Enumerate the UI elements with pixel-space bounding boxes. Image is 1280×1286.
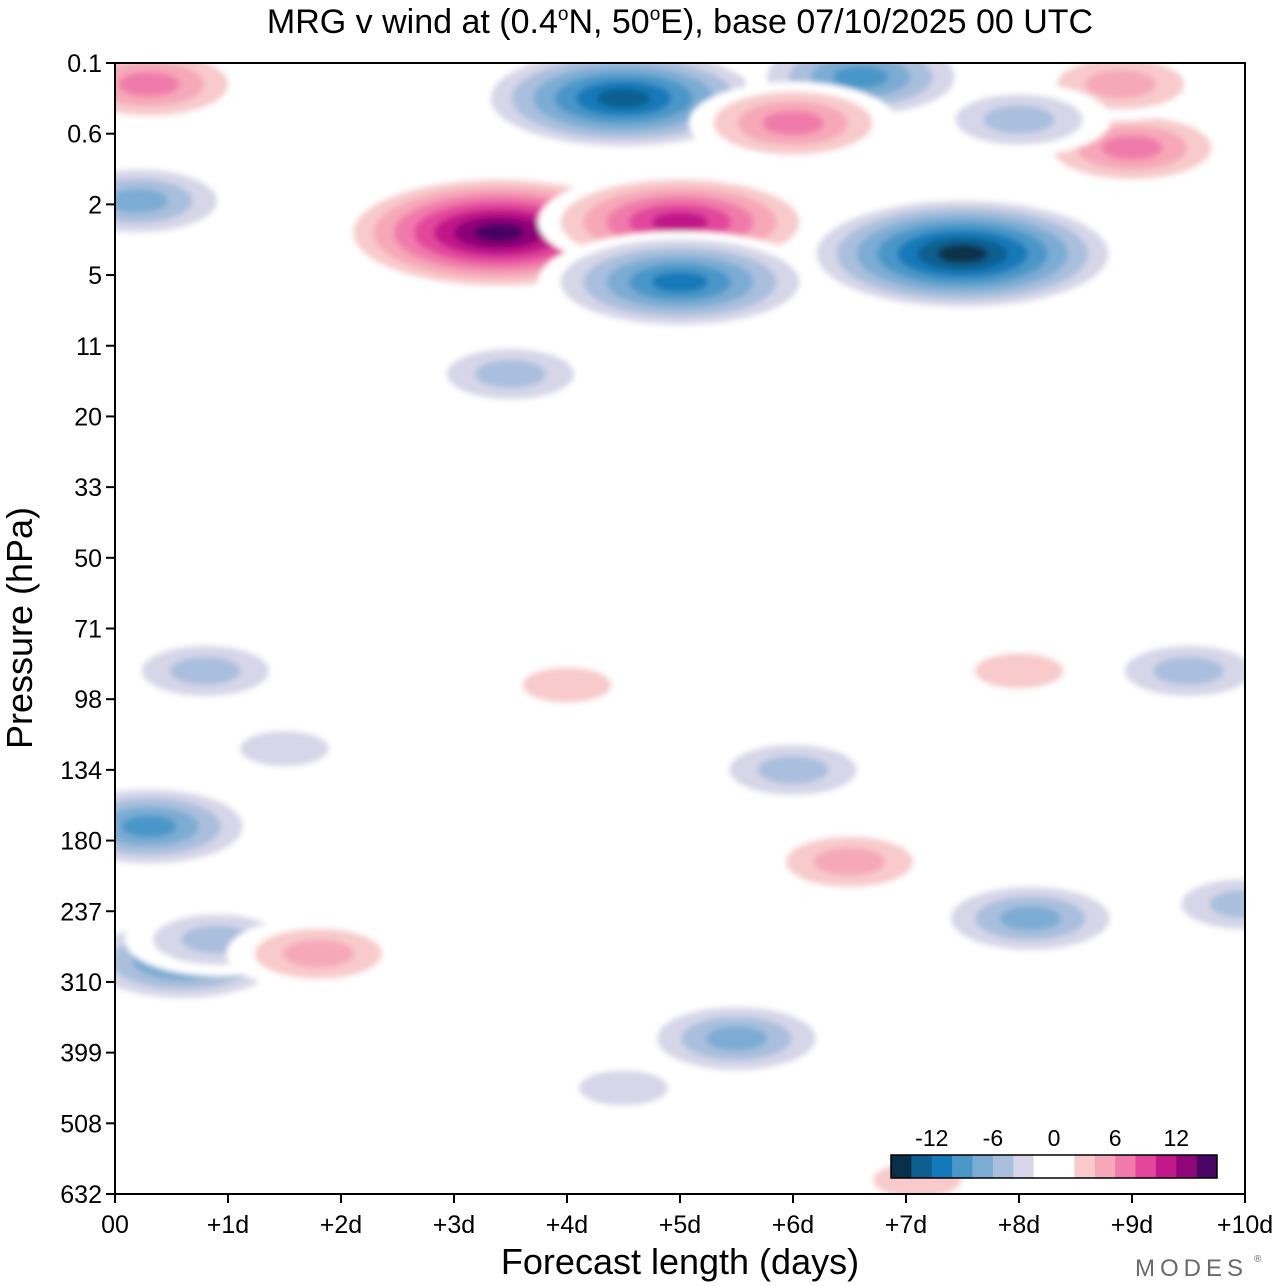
chart-title: MRG v wind at (0.4oN, 50oE), base 07/10/…: [267, 3, 1093, 41]
colorbar-swatch: [1094, 1155, 1116, 1178]
y-tick-label: 2: [88, 191, 102, 219]
colorbar-swatch: [1196, 1155, 1218, 1178]
contour-feature-6: [115, 63, 253, 126]
contour-feature-12: [418, 337, 603, 411]
y-tick-label: 0.6: [67, 121, 102, 149]
colorbar-tick-label: -6: [983, 1125, 1003, 1151]
x-axis: 00 +1d +2d +3d +4d +5d +6d +7d +8d +9d +10d: [101, 1194, 1273, 1239]
contour-feature-23: [115, 634, 298, 708]
y-tick-label: 632: [60, 1181, 102, 1209]
colorbar-swatch: [1115, 1155, 1136, 1178]
x-tick-label: +2d: [320, 1211, 362, 1239]
contour-feature-24: [1096, 634, 1245, 708]
y-axis: 0.1 0.6 2 5 11 20 33 50 71 98 134 180 237 310 399 508 63…: [60, 50, 115, 1209]
y-tick-label: 71: [74, 616, 102, 644]
contour-feature-2: [796, 193, 1129, 315]
colorbar-swatch: [1013, 1155, 1034, 1178]
colorbar-tick-label: 0: [1048, 1125, 1061, 1151]
plot-area: [115, 63, 1245, 1194]
contour-feature-7: [689, 81, 897, 165]
colorbar-swatch: [952, 1155, 973, 1178]
contour-feature-25: [939, 639, 1099, 703]
colorbar-swatch: [1155, 1155, 1177, 1178]
y-tick-label: 50: [74, 545, 102, 573]
contour-feature-28: [543, 1056, 704, 1120]
colorbar-swatch: [1074, 1155, 1096, 1178]
contour-feature-21: [701, 733, 885, 807]
colorbar-tick-label: -12: [915, 1125, 948, 1151]
contour-feature-16: [226, 917, 411, 991]
y-tick-label: 237: [60, 898, 102, 926]
contour-feature-17: [632, 997, 841, 1080]
contour-feature-20: [757, 825, 942, 899]
contour-feature-19: [1153, 867, 1245, 941]
y-tick-label: 180: [60, 828, 102, 856]
colorbar-swatch: [1033, 1155, 1055, 1178]
x-tick-label: 00: [101, 1211, 129, 1239]
contour-feature-4: [538, 231, 822, 333]
y-tick-label: 98: [74, 686, 102, 714]
y-tick-label: 33: [74, 474, 102, 502]
contour-feature-11: [927, 83, 1111, 156]
colorbar-legend: -12 -6 0 6 12: [890, 1125, 1218, 1179]
y-tick-label: 310: [60, 969, 102, 997]
contour-feature-26: [204, 717, 365, 781]
contour-feature-13: [115, 780, 265, 873]
x-tick-label: +7d: [885, 1211, 927, 1239]
colorbar-swatch: [891, 1155, 912, 1178]
colorbar-frame: [890, 1154, 1218, 1179]
colorbar-tick-label: 12: [1164, 1125, 1190, 1151]
contour-feature-22: [487, 653, 647, 717]
x-tick-label: +4d: [546, 1211, 588, 1239]
x-axis-label: Forecast length (days): [501, 1241, 859, 1282]
y-tick-label: 508: [60, 1110, 102, 1138]
y-tick-label: 20: [74, 403, 102, 431]
modes-logo: MODES ®: [1135, 1254, 1262, 1282]
svg-text:MODES: MODES: [1135, 1255, 1248, 1282]
colorbar-tick-label: 6: [1109, 1125, 1122, 1151]
y-tick-label: 5: [88, 262, 102, 290]
y-tick-label: 0.1: [67, 50, 102, 78]
colorbar-swatch: [1054, 1155, 1075, 1178]
colorbar-swatch: [1135, 1155, 1157, 1178]
x-tick-label: +3d: [433, 1211, 475, 1239]
x-tick-label: +9d: [1111, 1211, 1153, 1239]
y-tick-label: 11: [76, 333, 102, 361]
x-tick-label: +1d: [207, 1211, 249, 1239]
svg-text:®: ®: [1254, 1254, 1262, 1265]
contour-feature-10: [115, 159, 242, 243]
colorbar-swatch: [1176, 1155, 1197, 1178]
y-tick-label: 399: [60, 1040, 102, 1068]
colorbar-swatch: [992, 1155, 1014, 1178]
x-tick-label: +5d: [659, 1211, 701, 1239]
colorbar-swatch: [972, 1155, 994, 1178]
colorbar-swatch: [931, 1155, 953, 1178]
y-axis-label: Pressure (hPa): [0, 507, 40, 749]
x-tick-label: +8d: [998, 1211, 1040, 1239]
x-tick-label: +10d: [1217, 1211, 1273, 1239]
x-tick-label: +6d: [772, 1211, 814, 1239]
colorbar-swatch: [911, 1155, 933, 1178]
contour-feature-18: [926, 877, 1135, 960]
y-tick-label: 134: [60, 757, 102, 785]
